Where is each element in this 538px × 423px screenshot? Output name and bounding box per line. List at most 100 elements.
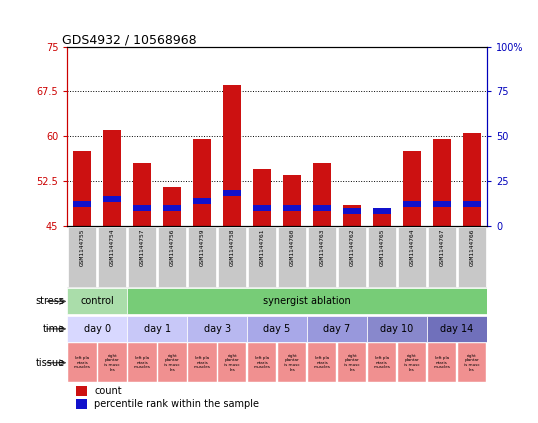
- FancyBboxPatch shape: [128, 343, 157, 382]
- Bar: [313, 163, 331, 226]
- Text: day 5: day 5: [264, 324, 291, 334]
- Bar: [253, 205, 271, 212]
- Bar: [463, 201, 481, 207]
- Bar: [373, 212, 391, 226]
- Text: right
plantar
is musc
les: right plantar is musc les: [344, 354, 360, 372]
- Text: GSM1144761: GSM1144761: [259, 228, 265, 266]
- FancyBboxPatch shape: [188, 343, 216, 382]
- FancyBboxPatch shape: [98, 227, 126, 287]
- Bar: [223, 190, 241, 196]
- FancyBboxPatch shape: [68, 227, 96, 287]
- Bar: [76, 386, 87, 396]
- Text: GSM1144763: GSM1144763: [320, 228, 324, 266]
- Text: right
plantar
is musc
les: right plantar is musc les: [464, 354, 480, 372]
- FancyBboxPatch shape: [158, 227, 186, 287]
- FancyBboxPatch shape: [338, 343, 366, 382]
- FancyBboxPatch shape: [218, 343, 246, 382]
- Text: time: time: [43, 324, 65, 334]
- Bar: [133, 163, 151, 226]
- Text: GSM1144756: GSM1144756: [169, 228, 175, 266]
- FancyBboxPatch shape: [98, 343, 126, 382]
- FancyBboxPatch shape: [428, 343, 456, 382]
- Text: GSM1144766: GSM1144766: [469, 228, 475, 266]
- Bar: [223, 85, 241, 226]
- Bar: [76, 399, 87, 409]
- Text: GSM1144759: GSM1144759: [200, 228, 204, 266]
- Bar: [253, 169, 271, 226]
- Text: left pla
ntaris
muscles: left pla ntaris muscles: [373, 356, 391, 369]
- Text: GSM1144767: GSM1144767: [440, 228, 444, 266]
- FancyBboxPatch shape: [247, 316, 307, 342]
- Text: right
plantar
is musc
les: right plantar is musc les: [104, 354, 120, 372]
- Text: control: control: [80, 297, 114, 306]
- FancyBboxPatch shape: [398, 227, 426, 287]
- Text: day 3: day 3: [203, 324, 231, 334]
- Bar: [433, 140, 451, 226]
- FancyBboxPatch shape: [247, 343, 277, 382]
- Bar: [433, 201, 451, 207]
- Bar: [313, 205, 331, 212]
- FancyBboxPatch shape: [367, 316, 427, 342]
- Bar: [133, 205, 151, 212]
- FancyBboxPatch shape: [278, 343, 307, 382]
- FancyBboxPatch shape: [158, 343, 187, 382]
- Bar: [163, 205, 181, 212]
- Bar: [193, 140, 211, 226]
- Text: right
plantar
is musc
les: right plantar is musc les: [164, 354, 180, 372]
- Bar: [193, 198, 211, 204]
- Text: GSM1144762: GSM1144762: [350, 228, 355, 266]
- Text: left pla
ntaris
muscles: left pla ntaris muscles: [74, 356, 91, 369]
- FancyBboxPatch shape: [188, 227, 216, 287]
- FancyBboxPatch shape: [307, 316, 367, 342]
- Bar: [163, 187, 181, 226]
- FancyBboxPatch shape: [338, 227, 366, 287]
- Text: day 1: day 1: [144, 324, 171, 334]
- Text: left pla
ntaris
muscles: left pla ntaris muscles: [134, 356, 151, 369]
- Text: right
plantar
is musc
les: right plantar is musc les: [404, 354, 420, 372]
- FancyBboxPatch shape: [368, 227, 396, 287]
- Bar: [283, 205, 301, 212]
- Text: count: count: [94, 386, 122, 396]
- Text: percentile rank within the sample: percentile rank within the sample: [94, 399, 259, 409]
- Bar: [463, 133, 481, 226]
- Text: GSM1144754: GSM1144754: [110, 228, 115, 266]
- Text: GDS4932 / 10568968: GDS4932 / 10568968: [62, 33, 196, 47]
- Bar: [373, 209, 391, 214]
- FancyBboxPatch shape: [278, 227, 306, 287]
- FancyBboxPatch shape: [68, 343, 97, 382]
- FancyBboxPatch shape: [308, 227, 336, 287]
- Text: day 7: day 7: [323, 324, 351, 334]
- Text: GSM1144758: GSM1144758: [230, 228, 235, 266]
- Text: day 14: day 14: [440, 324, 473, 334]
- Text: GSM1144755: GSM1144755: [80, 228, 85, 266]
- Bar: [283, 176, 301, 226]
- Text: synergist ablation: synergist ablation: [263, 297, 351, 306]
- FancyBboxPatch shape: [218, 227, 246, 287]
- FancyBboxPatch shape: [127, 288, 487, 314]
- Text: GSM1144764: GSM1144764: [409, 228, 414, 266]
- Bar: [403, 201, 421, 207]
- Text: left pla
ntaris
muscles: left pla ntaris muscles: [194, 356, 210, 369]
- Text: right
plantar
is musc
les: right plantar is musc les: [284, 354, 300, 372]
- Text: tissue: tissue: [36, 358, 65, 368]
- Text: left pla
ntaris
muscles: left pla ntaris muscles: [434, 356, 450, 369]
- FancyBboxPatch shape: [458, 227, 486, 287]
- Text: day 10: day 10: [380, 324, 414, 334]
- Text: left pla
ntaris
muscles: left pla ntaris muscles: [253, 356, 271, 369]
- Bar: [403, 151, 421, 226]
- FancyBboxPatch shape: [427, 316, 487, 342]
- FancyBboxPatch shape: [308, 343, 336, 382]
- FancyBboxPatch shape: [367, 343, 397, 382]
- Bar: [343, 209, 361, 214]
- FancyBboxPatch shape: [67, 288, 127, 314]
- Bar: [343, 205, 361, 226]
- Text: right
plantar
is musc
les: right plantar is musc les: [224, 354, 240, 372]
- Bar: [73, 201, 91, 207]
- Text: left pla
ntaris
muscles: left pla ntaris muscles: [314, 356, 330, 369]
- Bar: [103, 196, 121, 202]
- FancyBboxPatch shape: [249, 227, 276, 287]
- FancyBboxPatch shape: [127, 316, 187, 342]
- Text: day 0: day 0: [84, 324, 111, 334]
- Bar: [73, 151, 91, 226]
- Text: GSM1144765: GSM1144765: [379, 228, 385, 266]
